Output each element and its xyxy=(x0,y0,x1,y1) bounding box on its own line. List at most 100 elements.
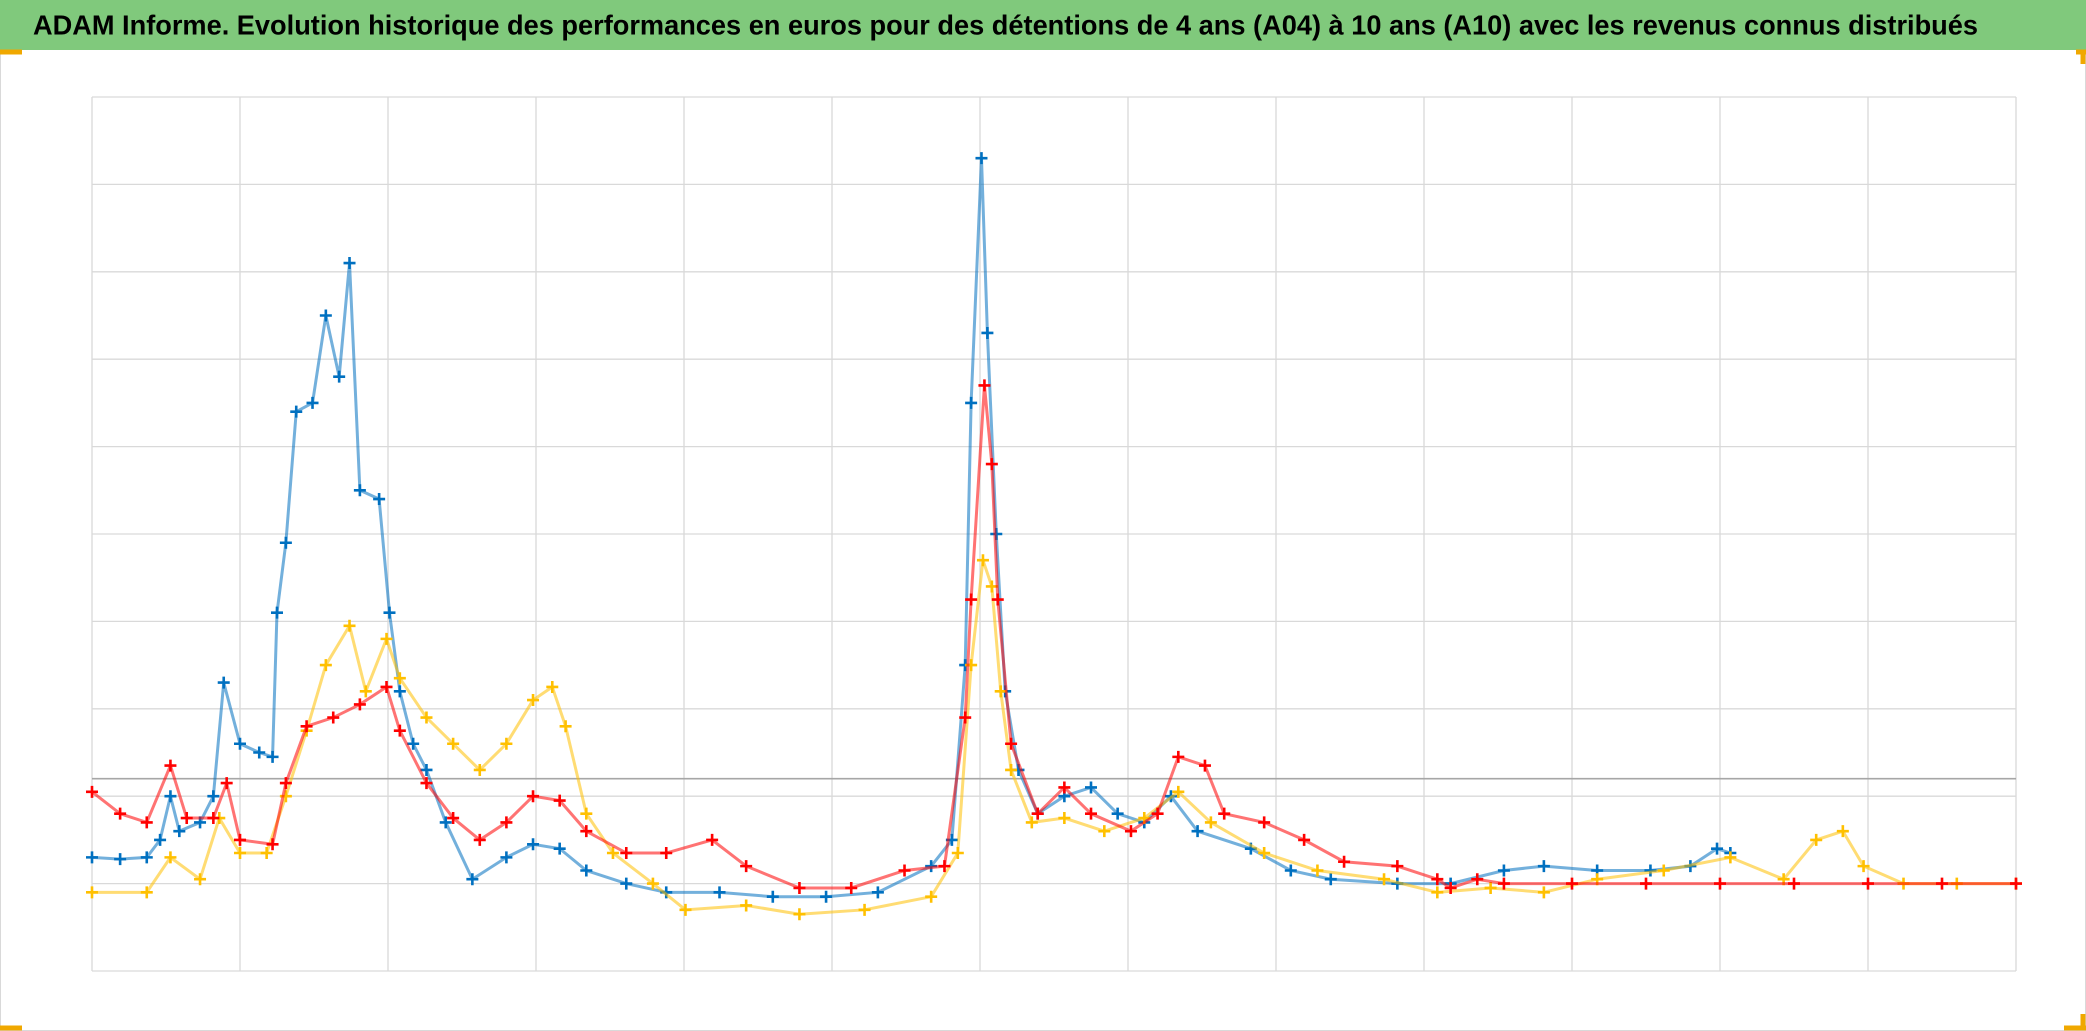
point xyxy=(546,680,559,693)
point xyxy=(646,877,659,890)
point xyxy=(938,860,951,873)
point xyxy=(820,890,833,903)
point xyxy=(559,720,572,733)
point xyxy=(898,864,911,877)
point xyxy=(1124,825,1137,838)
point xyxy=(981,326,994,339)
point xyxy=(207,790,220,803)
point xyxy=(393,672,406,685)
point xyxy=(1862,877,1874,890)
point xyxy=(1085,807,1097,820)
point xyxy=(1172,785,1185,798)
point xyxy=(380,680,393,693)
point xyxy=(1640,877,1652,890)
point xyxy=(279,536,292,549)
point xyxy=(713,886,726,899)
point xyxy=(1005,737,1018,750)
point xyxy=(1311,864,1324,877)
point xyxy=(1191,825,1204,838)
point xyxy=(1657,864,1670,877)
point xyxy=(1711,842,1724,855)
point xyxy=(1378,873,1391,886)
point xyxy=(1172,750,1185,763)
point xyxy=(679,903,692,916)
point xyxy=(1810,833,1823,846)
point xyxy=(393,685,406,698)
point xyxy=(1058,781,1071,794)
point xyxy=(500,737,513,750)
point xyxy=(306,396,319,409)
point xyxy=(164,790,177,803)
point xyxy=(1198,759,1211,772)
point xyxy=(1284,864,1297,877)
point xyxy=(1724,851,1737,864)
point xyxy=(300,720,313,733)
point xyxy=(1338,855,1351,868)
point xyxy=(500,851,513,864)
point xyxy=(1204,816,1217,829)
point xyxy=(359,685,372,698)
point xyxy=(266,750,279,763)
point xyxy=(234,833,246,846)
point xyxy=(343,619,356,632)
point xyxy=(1085,781,1097,794)
point xyxy=(1537,886,1550,899)
point xyxy=(976,554,989,567)
point xyxy=(959,711,972,724)
point xyxy=(114,807,127,820)
point xyxy=(1058,812,1071,825)
point xyxy=(1471,873,1484,886)
point xyxy=(1111,807,1124,820)
point xyxy=(706,833,719,846)
point xyxy=(86,886,98,899)
point xyxy=(234,847,246,860)
point xyxy=(447,737,460,750)
point xyxy=(766,890,779,903)
point xyxy=(1298,833,1311,846)
point xyxy=(994,685,1007,698)
point xyxy=(217,676,230,689)
point xyxy=(420,711,433,724)
point xyxy=(1031,807,1044,820)
point xyxy=(271,606,283,619)
point xyxy=(606,847,619,860)
point xyxy=(978,379,991,392)
corner-marks xyxy=(0,49,2086,1031)
point xyxy=(393,724,406,737)
point xyxy=(1788,877,1800,890)
point xyxy=(1714,877,1726,890)
point xyxy=(845,881,858,894)
point xyxy=(1218,807,1231,820)
point xyxy=(527,694,540,707)
point xyxy=(975,152,988,165)
point xyxy=(319,309,332,322)
point xyxy=(333,370,346,383)
point xyxy=(353,484,366,497)
point xyxy=(660,847,673,860)
point xyxy=(1836,825,1849,838)
point xyxy=(1025,816,1038,829)
point xyxy=(466,873,479,886)
point xyxy=(500,816,513,829)
point xyxy=(290,405,303,418)
point xyxy=(1431,886,1444,899)
point xyxy=(207,812,220,825)
point xyxy=(1098,825,1111,838)
point xyxy=(985,458,998,471)
point xyxy=(164,759,177,772)
point xyxy=(793,908,806,921)
point xyxy=(473,763,486,776)
point xyxy=(327,711,340,724)
point xyxy=(380,632,393,645)
point xyxy=(473,833,486,846)
point xyxy=(279,777,292,790)
point xyxy=(740,899,753,912)
point xyxy=(343,257,356,270)
point xyxy=(925,890,938,903)
point xyxy=(1005,763,1018,776)
point xyxy=(1431,873,1444,886)
point xyxy=(154,833,167,846)
